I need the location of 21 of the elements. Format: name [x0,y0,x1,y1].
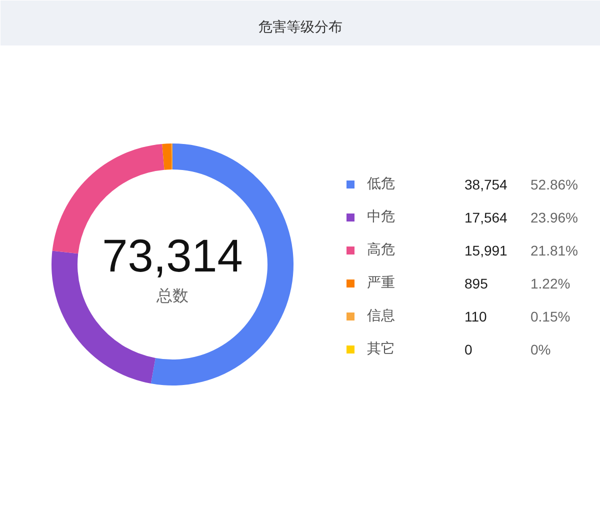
text: 23.96% [530,210,578,226]
text: 0% [530,342,551,358]
legend-label: 严重 [367,273,395,292]
legend-label: 高危 [367,240,395,259]
text: 1.22% [530,276,570,292]
text: 73,314 [102,230,243,282]
legend-label: 其它 [367,339,395,358]
data-label: 38,754 [464,176,508,192]
legend-label: 信息 [367,306,395,325]
chart-title: 危害等级分布 [258,18,342,34]
text: 总数 [156,287,188,305]
text: 52.86% [530,176,578,192]
text: 21.81% [530,242,578,258]
data-label: 17,564 [464,210,508,226]
legend-label: 中危 [367,207,395,226]
text: 0.15% [530,308,570,324]
data-label: 110 [464,308,488,324]
data-label: 895 [464,276,488,292]
data-label: 15,991 [464,242,508,258]
legend-label: 低危 [367,174,395,193]
text: 0 [464,342,472,358]
